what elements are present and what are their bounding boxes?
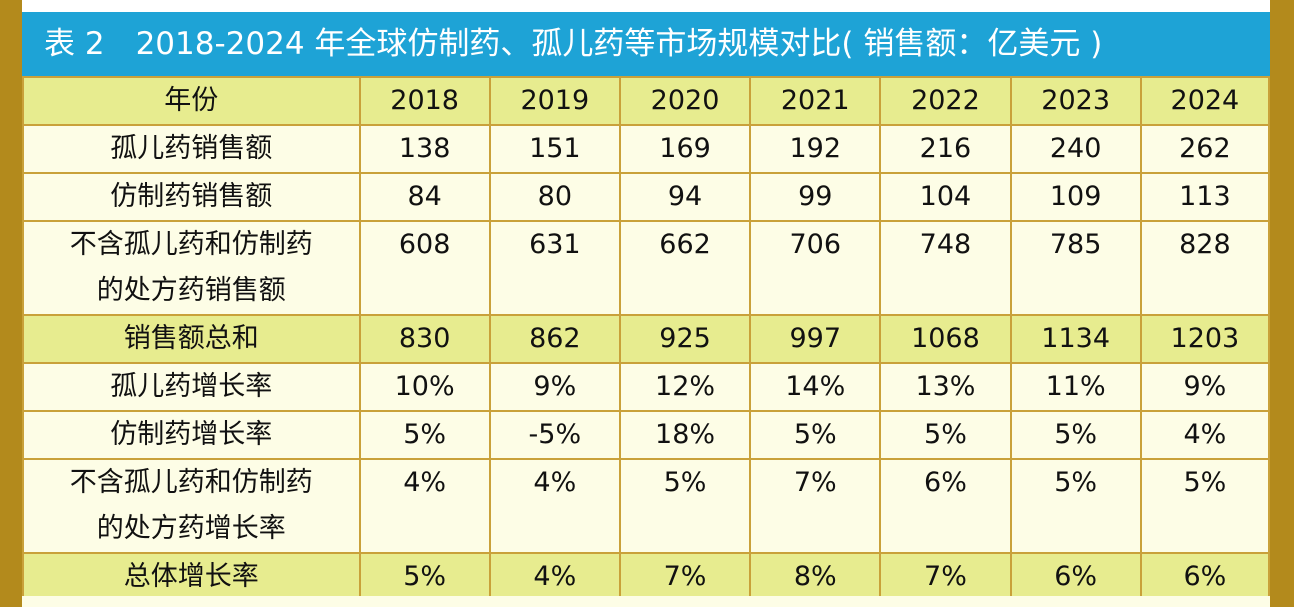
table-cell: 80 bbox=[488, 172, 621, 222]
table-cell: 14% bbox=[749, 362, 882, 412]
table-cell: 11% bbox=[1009, 362, 1142, 412]
row-label: 不含孤儿药和仿制药 的处方药增长率 bbox=[22, 458, 361, 554]
table-cell: 1068 bbox=[879, 314, 1012, 364]
market-size-table: 年份 2018 2019 2020 2021 2022 2023 2024 孤儿… bbox=[22, 76, 1271, 602]
table-cell: 4% bbox=[358, 458, 491, 554]
table-cell: 7% bbox=[618, 552, 752, 602]
table-cell: 830 bbox=[358, 314, 491, 364]
table-cell: 608 bbox=[358, 220, 491, 316]
table-cell: 4% bbox=[1139, 410, 1271, 460]
table-cell: 262 bbox=[1139, 124, 1271, 174]
row-label: 仿制药增长率 bbox=[22, 410, 361, 460]
table-cell: 5% bbox=[749, 410, 882, 460]
header-year: 2024 bbox=[1139, 76, 1271, 126]
header-label: 年份 bbox=[22, 76, 361, 126]
table-row-total: 销售额总和 830 862 925 997 1068 1134 1203 bbox=[22, 314, 1271, 364]
table-cell: 104 bbox=[879, 172, 1012, 222]
table-cell: 748 bbox=[879, 220, 1012, 316]
header-year: 2022 bbox=[879, 76, 1012, 126]
table-cell: 1134 bbox=[1009, 314, 1142, 364]
header-row: 年份 2018 2019 2020 2021 2022 2023 2024 bbox=[22, 76, 1271, 126]
table-cell: 997 bbox=[749, 314, 882, 364]
table-cell: 9% bbox=[488, 362, 621, 412]
table-cell: 5% bbox=[1139, 458, 1271, 554]
table-cell: 18% bbox=[618, 410, 752, 460]
table-cell: 99 bbox=[749, 172, 882, 222]
table-cell: 5% bbox=[879, 410, 1012, 460]
table-cell: 192 bbox=[749, 124, 882, 174]
table-cell: 6% bbox=[879, 458, 1012, 554]
table-cell: 631 bbox=[488, 220, 621, 316]
table-cell: 9% bbox=[1139, 362, 1271, 412]
row-label: 孤儿药销售额 bbox=[22, 124, 361, 174]
table-row: 仿制药销售额 84 80 94 99 104 109 113 bbox=[22, 172, 1271, 222]
table-row: 孤儿药增长率 10% 9% 12% 14% 13% 11% 9% bbox=[22, 362, 1271, 412]
table-cell: 109 bbox=[1009, 172, 1142, 222]
row-label: 仿制药销售额 bbox=[22, 172, 361, 222]
table-cell: 10% bbox=[358, 362, 491, 412]
table-cell: 151 bbox=[488, 124, 621, 174]
right-border bbox=[1270, 0, 1294, 607]
table-cell: 662 bbox=[618, 220, 752, 316]
table-cell: 828 bbox=[1139, 220, 1271, 316]
table-title: 表 2 2018-2024 年全球仿制药、孤儿药等市场规模对比( 销售额：亿美元… bbox=[22, 12, 1270, 76]
top-margin bbox=[22, 0, 1270, 12]
table-cell: 7% bbox=[879, 552, 1012, 602]
table-cell: 5% bbox=[1009, 458, 1142, 554]
row-label: 销售额总和 bbox=[22, 314, 361, 364]
table-cell: 6% bbox=[1009, 552, 1142, 602]
row-label-line: 的处方药销售额 bbox=[96, 275, 286, 306]
table-cell: 5% bbox=[618, 458, 752, 554]
header-year: 2019 bbox=[488, 76, 621, 126]
table-cell: 785 bbox=[1009, 220, 1142, 316]
table-cell: 138 bbox=[358, 124, 491, 174]
table-container: 年份 2018 2019 2020 2021 2022 2023 2024 孤儿… bbox=[22, 76, 1271, 602]
bottom-margin bbox=[22, 596, 1270, 607]
table-cell: 1203 bbox=[1139, 314, 1271, 364]
table-cell: 216 bbox=[879, 124, 1012, 174]
row-label-line: 不含孤儿药和仿制药 bbox=[69, 467, 313, 498]
table-cell: 7% bbox=[749, 458, 882, 554]
table-row-total: 总体增长率 5% 4% 7% 8% 7% 6% 6% bbox=[22, 552, 1271, 602]
table-cell: 8% bbox=[749, 552, 882, 602]
header-year: 2020 bbox=[618, 76, 752, 126]
table-cell: 84 bbox=[358, 172, 491, 222]
table-cell: 240 bbox=[1009, 124, 1142, 174]
row-label: 总体增长率 bbox=[22, 552, 361, 602]
table-row: 不含孤儿药和仿制药 的处方药增长率 4% 4% 5% 7% 6% 5% 5% bbox=[22, 458, 1271, 554]
table-row: 孤儿药销售额 138 151 169 192 216 240 262 bbox=[22, 124, 1271, 174]
table-cell: 13% bbox=[879, 362, 1012, 412]
table-cell: 5% bbox=[1009, 410, 1142, 460]
table-cell: 4% bbox=[488, 458, 621, 554]
table-cell: 169 bbox=[618, 124, 752, 174]
table-cell: 6% bbox=[1139, 552, 1271, 602]
table-cell: 5% bbox=[358, 410, 491, 460]
header-year: 2023 bbox=[1009, 76, 1142, 126]
table-cell: 5% bbox=[358, 552, 491, 602]
table-cell: 113 bbox=[1139, 172, 1271, 222]
table-cell: 4% bbox=[488, 552, 621, 602]
row-label: 不含孤儿药和仿制药 的处方药销售额 bbox=[22, 220, 361, 316]
table-cell: 862 bbox=[488, 314, 621, 364]
left-border bbox=[0, 0, 22, 607]
row-label-line: 不含孤儿药和仿制药 bbox=[69, 229, 313, 260]
header-year: 2018 bbox=[358, 76, 491, 126]
table-cell: 12% bbox=[618, 362, 752, 412]
header-year: 2021 bbox=[749, 76, 882, 126]
table-cell: 925 bbox=[618, 314, 752, 364]
row-label: 孤儿药增长率 bbox=[22, 362, 361, 412]
table-cell: -5% bbox=[488, 410, 621, 460]
table-cell: 706 bbox=[749, 220, 882, 316]
table-row: 不含孤儿药和仿制药 的处方药销售额 608 631 662 706 748 785… bbox=[22, 220, 1271, 316]
table-row: 仿制药增长率 5% -5% 18% 5% 5% 5% 4% bbox=[22, 410, 1271, 460]
table-cell: 94 bbox=[618, 172, 752, 222]
row-label-line: 的处方药增长率 bbox=[96, 513, 286, 544]
